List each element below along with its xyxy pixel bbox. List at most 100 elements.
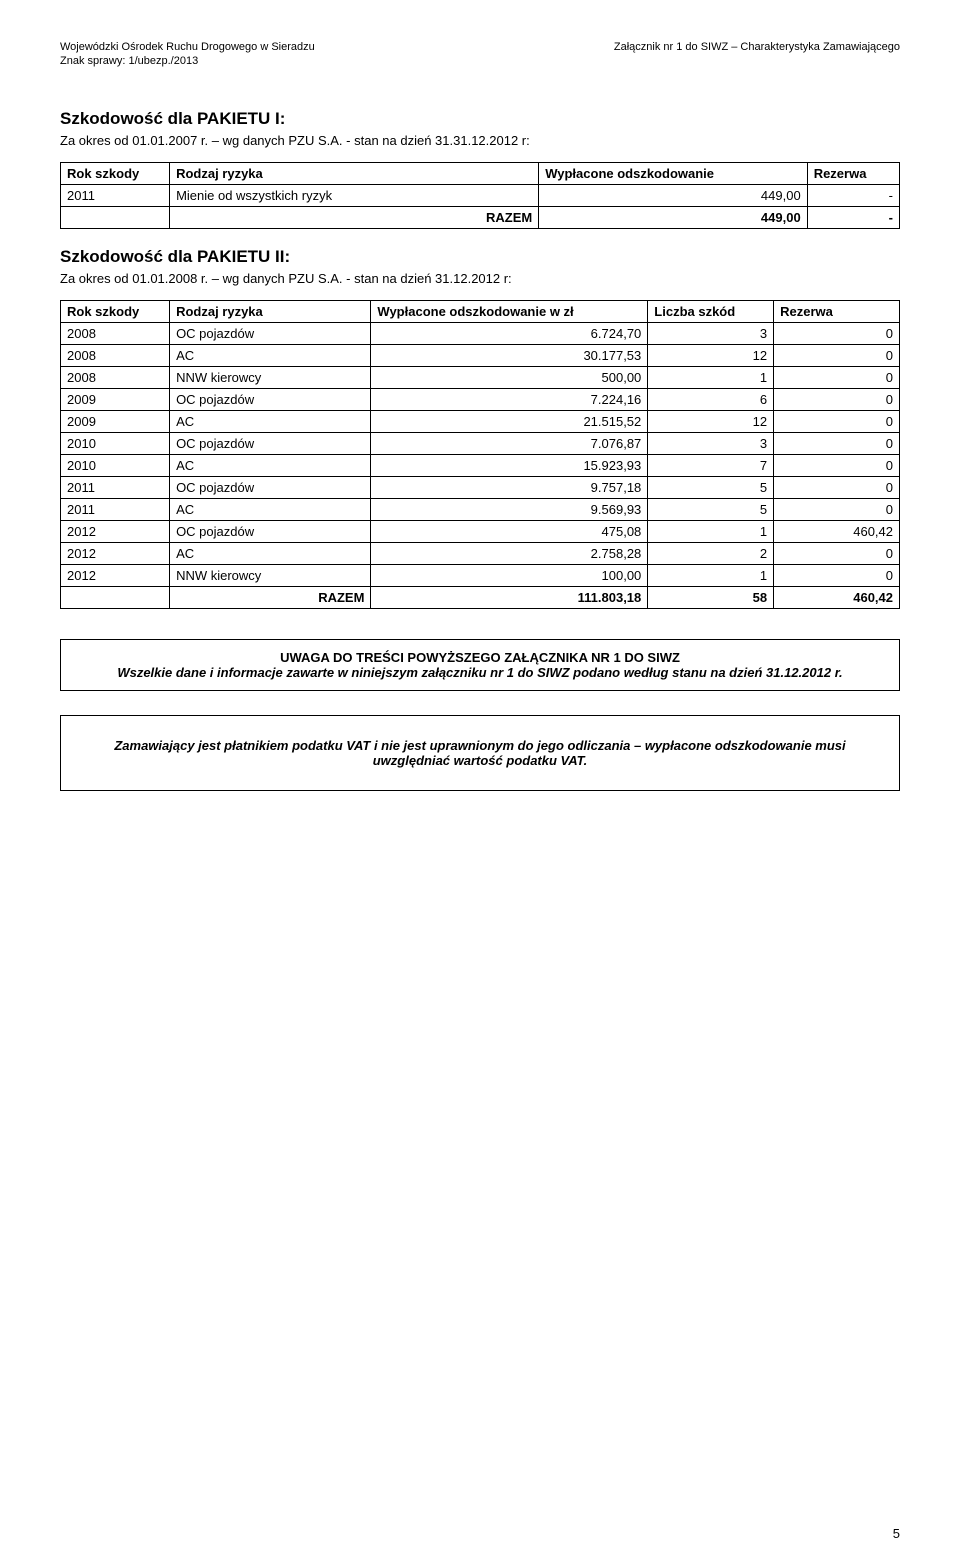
cell-reserve: 460,42 bbox=[774, 520, 900, 542]
cell-sum-reserve: 460,42 bbox=[774, 586, 900, 608]
cell-risk: OC pojazdów bbox=[170, 520, 371, 542]
cell-payout: 21.515,52 bbox=[371, 410, 648, 432]
header-left: Wojewódzki Ośrodek Ruchu Drogowego w Sie… bbox=[60, 40, 315, 69]
cell-risk: AC bbox=[170, 542, 371, 564]
cell-risk: OC pojazdów bbox=[170, 432, 371, 454]
page-number: 5 bbox=[893, 1526, 900, 1541]
cell-count: 1 bbox=[648, 564, 774, 586]
cell-year: 2012 bbox=[61, 564, 170, 586]
table-pakiet-2: Rok szkody Rodzaj ryzyka Wypłacone odszk… bbox=[60, 300, 900, 609]
cell-risk: AC bbox=[170, 454, 371, 476]
table-header-row: Rok szkody Rodzaj ryzyka Wypłacone odszk… bbox=[61, 162, 900, 184]
cell-count: 5 bbox=[648, 476, 774, 498]
cell-count: 7 bbox=[648, 454, 774, 476]
cell-year: 2011 bbox=[61, 498, 170, 520]
notice-box-1: UWAGA DO TREŚCI POWYŻSZEGO ZAŁĄCZNIKA NR… bbox=[60, 639, 900, 691]
notice1-title: UWAGA DO TREŚCI POWYŻSZEGO ZAŁĄCZNIKA NR… bbox=[75, 650, 885, 665]
header-attachment: Załącznik nr 1 do SIWZ – Charakterystyka… bbox=[614, 40, 900, 54]
cell-year: 2011 bbox=[61, 476, 170, 498]
cell-sum-label: RAZEM bbox=[170, 586, 371, 608]
cell-sum-payout: 449,00 bbox=[539, 206, 807, 228]
cell-count: 12 bbox=[648, 410, 774, 432]
notice1-body: Wszelkie dane i informacje zawarte w nin… bbox=[75, 665, 885, 680]
table-row: 2010OC pojazdów7.076,8730 bbox=[61, 432, 900, 454]
col-rok-szkody: Rok szkody bbox=[61, 162, 170, 184]
section2-title: Szkodowość dla PAKIETU II: bbox=[60, 247, 900, 267]
cell-reserve: 0 bbox=[774, 322, 900, 344]
cell-payout: 2.758,28 bbox=[371, 542, 648, 564]
cell-sum-reserve: - bbox=[807, 206, 899, 228]
section2-subline: Za okres od 01.01.2008 r. – wg danych PZ… bbox=[60, 271, 900, 286]
cell-payout: 100,00 bbox=[371, 564, 648, 586]
cell-year: 2009 bbox=[61, 388, 170, 410]
table-row: 2010AC15.923,9370 bbox=[61, 454, 900, 476]
table-row: 2011OC pojazdów9.757,1850 bbox=[61, 476, 900, 498]
table-sum-row: RAZEM 449,00 - bbox=[61, 206, 900, 228]
table-row: 2009AC21.515,52120 bbox=[61, 410, 900, 432]
cell-reserve: 0 bbox=[774, 454, 900, 476]
col-rodzaj-ryzyka: Rodzaj ryzyka bbox=[170, 300, 371, 322]
cell-payout: 30.177,53 bbox=[371, 344, 648, 366]
cell-payout: 15.923,93 bbox=[371, 454, 648, 476]
cell-reserve: 0 bbox=[774, 564, 900, 586]
page: Wojewódzki Ośrodek Ruchu Drogowego w Sie… bbox=[0, 0, 960, 1561]
notice2-body: Zamawiający jest płatnikiem podatku VAT … bbox=[114, 738, 845, 768]
table-row: 2012NNW kierowcy100,0010 bbox=[61, 564, 900, 586]
cell-risk: OC pojazdów bbox=[170, 476, 371, 498]
cell-reserve: 0 bbox=[774, 388, 900, 410]
header-right: Załącznik nr 1 do SIWZ – Charakterystyka… bbox=[614, 40, 900, 69]
col-rok-szkody: Rok szkody bbox=[61, 300, 170, 322]
section1-title: Szkodowość dla PAKIETU I: bbox=[60, 109, 900, 129]
table-sum-row: RAZEM 111.803,18 58 460,42 bbox=[61, 586, 900, 608]
col-rezerwa: Rezerwa bbox=[807, 162, 899, 184]
cell-reserve: 0 bbox=[774, 476, 900, 498]
table-row: 2011AC9.569,9350 bbox=[61, 498, 900, 520]
col-wyplacone: Wypłacone odszkodowanie w zł bbox=[371, 300, 648, 322]
cell-count: 5 bbox=[648, 498, 774, 520]
table-row: 2012OC pojazdów475,081460,42 bbox=[61, 520, 900, 542]
cell-risk: NNW kierowcy bbox=[170, 366, 371, 388]
cell-payout: 7.224,16 bbox=[371, 388, 648, 410]
cell-count: 12 bbox=[648, 344, 774, 366]
cell-payout: 9.569,93 bbox=[371, 498, 648, 520]
cell-count: 6 bbox=[648, 388, 774, 410]
cell-year: 2012 bbox=[61, 542, 170, 564]
cell-empty bbox=[61, 586, 170, 608]
cell-risk: NNW kierowcy bbox=[170, 564, 371, 586]
page-header: Wojewódzki Ośrodek Ruchu Drogowego w Sie… bbox=[60, 40, 900, 69]
cell-payout: 9.757,18 bbox=[371, 476, 648, 498]
cell-reserve: 0 bbox=[774, 498, 900, 520]
cell-count: 3 bbox=[648, 432, 774, 454]
cell-payout: 7.076,87 bbox=[371, 432, 648, 454]
cell-year: 2011 bbox=[61, 184, 170, 206]
cell-count: 3 bbox=[648, 322, 774, 344]
cell-reserve: 0 bbox=[774, 542, 900, 564]
cell-risk: AC bbox=[170, 410, 371, 432]
cell-year: 2008 bbox=[61, 366, 170, 388]
cell-year: 2010 bbox=[61, 432, 170, 454]
cell-risk: OC pojazdów bbox=[170, 388, 371, 410]
cell-risk: Mienie od wszystkich ryzyk bbox=[170, 184, 539, 206]
cell-payout: 500,00 bbox=[371, 366, 648, 388]
cell-count: 2 bbox=[648, 542, 774, 564]
cell-payout: 449,00 bbox=[539, 184, 807, 206]
cell-payout: 6.724,70 bbox=[371, 322, 648, 344]
table-row: 2008NNW kierowcy500,0010 bbox=[61, 366, 900, 388]
cell-sum-label: RAZEM bbox=[170, 206, 539, 228]
header-org: Wojewódzki Ośrodek Ruchu Drogowego w Sie… bbox=[60, 40, 315, 54]
cell-sum-payout: 111.803,18 bbox=[371, 586, 648, 608]
cell-risk: OC pojazdów bbox=[170, 322, 371, 344]
table-row: 2008AC30.177,53120 bbox=[61, 344, 900, 366]
cell-year: 2008 bbox=[61, 344, 170, 366]
col-rezerwa: Rezerwa bbox=[774, 300, 900, 322]
table-row: 2009OC pojazdów7.224,1660 bbox=[61, 388, 900, 410]
table-pakiet-1: Rok szkody Rodzaj ryzyka Wypłacone odszk… bbox=[60, 162, 900, 229]
table-row: 2011 Mienie od wszystkich ryzyk 449,00 - bbox=[61, 184, 900, 206]
cell-year: 2008 bbox=[61, 322, 170, 344]
cell-reserve: - bbox=[807, 184, 899, 206]
cell-sum-count: 58 bbox=[648, 586, 774, 608]
cell-count: 1 bbox=[648, 366, 774, 388]
cell-empty bbox=[61, 206, 170, 228]
cell-reserve: 0 bbox=[774, 432, 900, 454]
cell-payout: 475,08 bbox=[371, 520, 648, 542]
